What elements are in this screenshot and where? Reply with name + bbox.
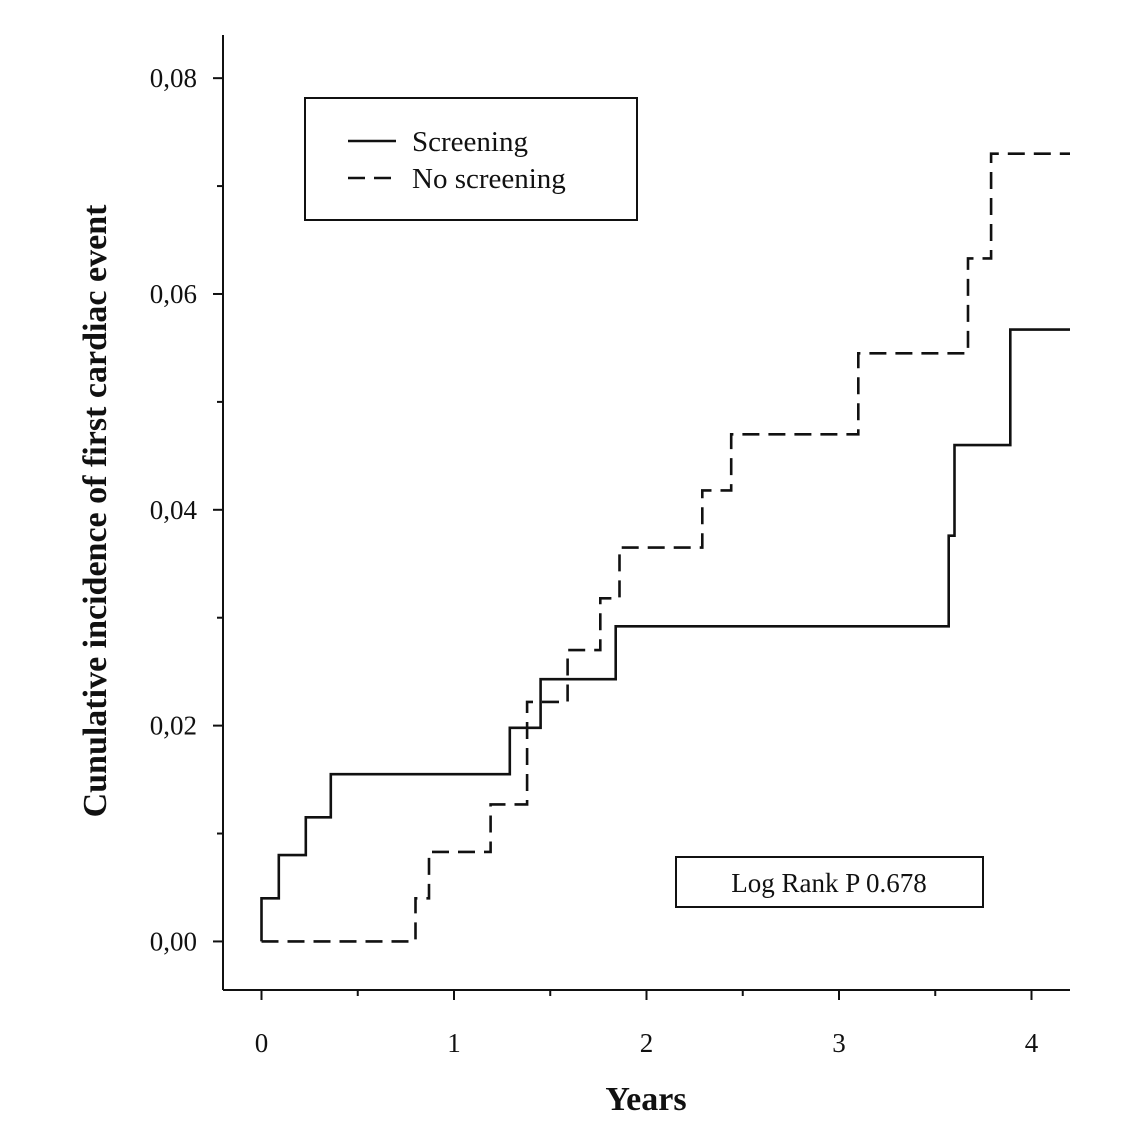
legend-label-no-screening: No screening <box>412 163 566 195</box>
y-axis-title: Cunulative incidence of first cardiac ev… <box>77 204 114 818</box>
y-tick-label: 0,06 <box>150 279 197 309</box>
x-ticks: 0 1 2 3 4 <box>255 990 1039 1058</box>
logrank-box <box>675 856 984 908</box>
x-tick-label: 3 <box>832 1028 846 1058</box>
series-line-no-screening <box>261 152 1070 943</box>
y-tick-label: 0,02 <box>150 711 197 741</box>
x-axis-title: Years <box>605 1081 686 1118</box>
series-line-screening <box>260 328 1070 942</box>
y-tick-label: 0,04 <box>150 495 198 525</box>
legend-box <box>304 97 638 221</box>
series-group <box>260 152 1070 943</box>
legend-label-screening: Screening <box>412 126 528 158</box>
x-tick-label: 2 <box>640 1028 654 1058</box>
y-tick-label: 0,00 <box>150 926 197 956</box>
logrank-annotation: Log Rank P 0.678 <box>675 856 984 908</box>
x-tick-label: 4 <box>1025 1028 1039 1058</box>
logrank-text: Log Rank P 0.678 <box>731 868 927 898</box>
x-tick-label: 0 <box>255 1028 269 1058</box>
y-tick-label: 0,08 <box>150 63 197 93</box>
y-ticks: 0,00 0,02 0,04 0,06 0,08 <box>150 63 223 956</box>
x-tick-label: 1 <box>447 1028 461 1058</box>
legend: Screening No screening <box>304 97 638 221</box>
